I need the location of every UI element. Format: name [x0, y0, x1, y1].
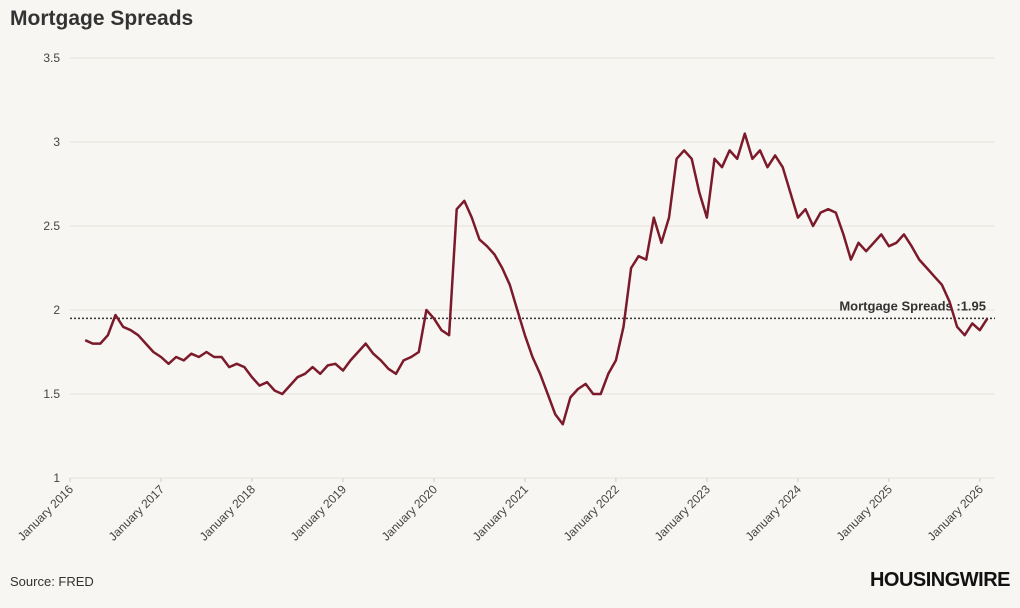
- x-tick-label: January 2024: [743, 482, 805, 544]
- x-tick-label: January 2018: [197, 482, 259, 544]
- y-tick-label: 3: [53, 135, 60, 149]
- y-tick-label: 2.5: [43, 219, 60, 233]
- chart-title: Mortgage Spreads: [10, 7, 193, 30]
- x-tick-label: January 2019: [288, 482, 350, 544]
- y-tick-label: 3.5: [43, 51, 60, 65]
- x-tick-label: January 2025: [834, 482, 896, 544]
- x-tick-label: January 2017: [106, 482, 168, 544]
- x-tick-label: January 2022: [561, 482, 623, 544]
- x-tick-label: January 2016: [15, 482, 77, 544]
- line-series: [84, 132, 989, 426]
- logo: HOUSINGWIRE: [870, 569, 1010, 591]
- x-tick-label: January 2020: [379, 482, 441, 544]
- y-tick-label: 1.5: [43, 387, 60, 401]
- x-tick-label: January 2021: [470, 482, 532, 544]
- y-tick-label: 2: [53, 303, 60, 317]
- source: Source: FRED: [10, 574, 94, 589]
- x-tick-label: January 2026: [925, 482, 987, 544]
- reference-label: Mortgage Spreads :1.95: [839, 298, 986, 313]
- y-tick-label: 1: [53, 471, 60, 485]
- x-tick-label: January 2023: [652, 482, 714, 544]
